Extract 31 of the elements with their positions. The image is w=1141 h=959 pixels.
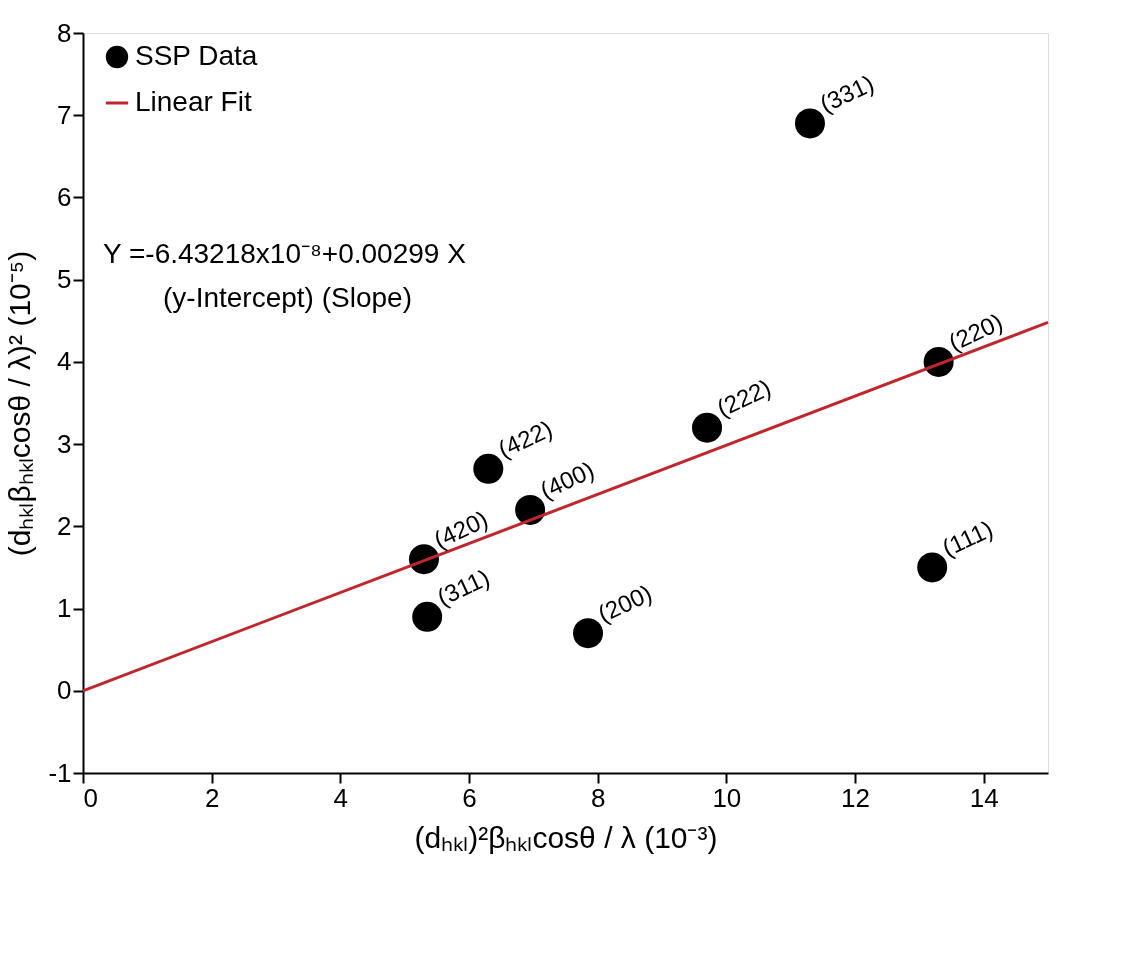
x-tick-label: 6	[462, 782, 477, 813]
annotation: (y-Intercept) (Slope)	[163, 282, 412, 313]
y-tick-label: 3	[57, 428, 72, 459]
y-axis-title: (dₕₖₗβₕₖₗcosθ / λ)² (10⁻⁵)	[3, 250, 37, 557]
y-tick-label: 2	[57, 510, 72, 541]
x-tick-label: 10	[712, 782, 742, 813]
y-tick-label: -1	[48, 757, 72, 788]
y-tick-label: 0	[57, 675, 72, 706]
y-tick-label: 8	[57, 17, 72, 48]
legend-label: Linear Fit	[135, 86, 252, 117]
annotation: (311)	[432, 563, 494, 611]
x-tick-label: 8	[590, 782, 606, 813]
x-tick-label: 2	[204, 782, 220, 813]
x-tick-label: 14	[969, 782, 999, 813]
x-tick-label: 12	[841, 782, 870, 813]
y-tick-label: 4	[57, 346, 72, 377]
annotation: (220)	[944, 307, 1007, 357]
x-tick-label: 4	[333, 782, 349, 813]
annotation: (420)	[429, 505, 492, 554]
annotation: Y =-6.43218x10⁻⁸+0.00299 X	[103, 238, 467, 269]
y-tick-label: 1	[57, 593, 72, 624]
y-tick-label: 6	[57, 181, 72, 212]
legend-label: SSP Data	[135, 40, 258, 71]
annotation: (331)	[815, 69, 878, 118]
annotation: (222)	[712, 373, 775, 422]
y-tick-label: 5	[57, 264, 72, 295]
annotation: (200)	[593, 579, 656, 628]
x-axis-title: (dₕₖₗ)²βₕₖₗcosθ / λ (10⁻³)	[414, 820, 718, 854]
annotation: (111)	[937, 515, 997, 562]
y-tick-label: 7	[57, 99, 72, 130]
x-tick-label: 0	[83, 782, 98, 813]
